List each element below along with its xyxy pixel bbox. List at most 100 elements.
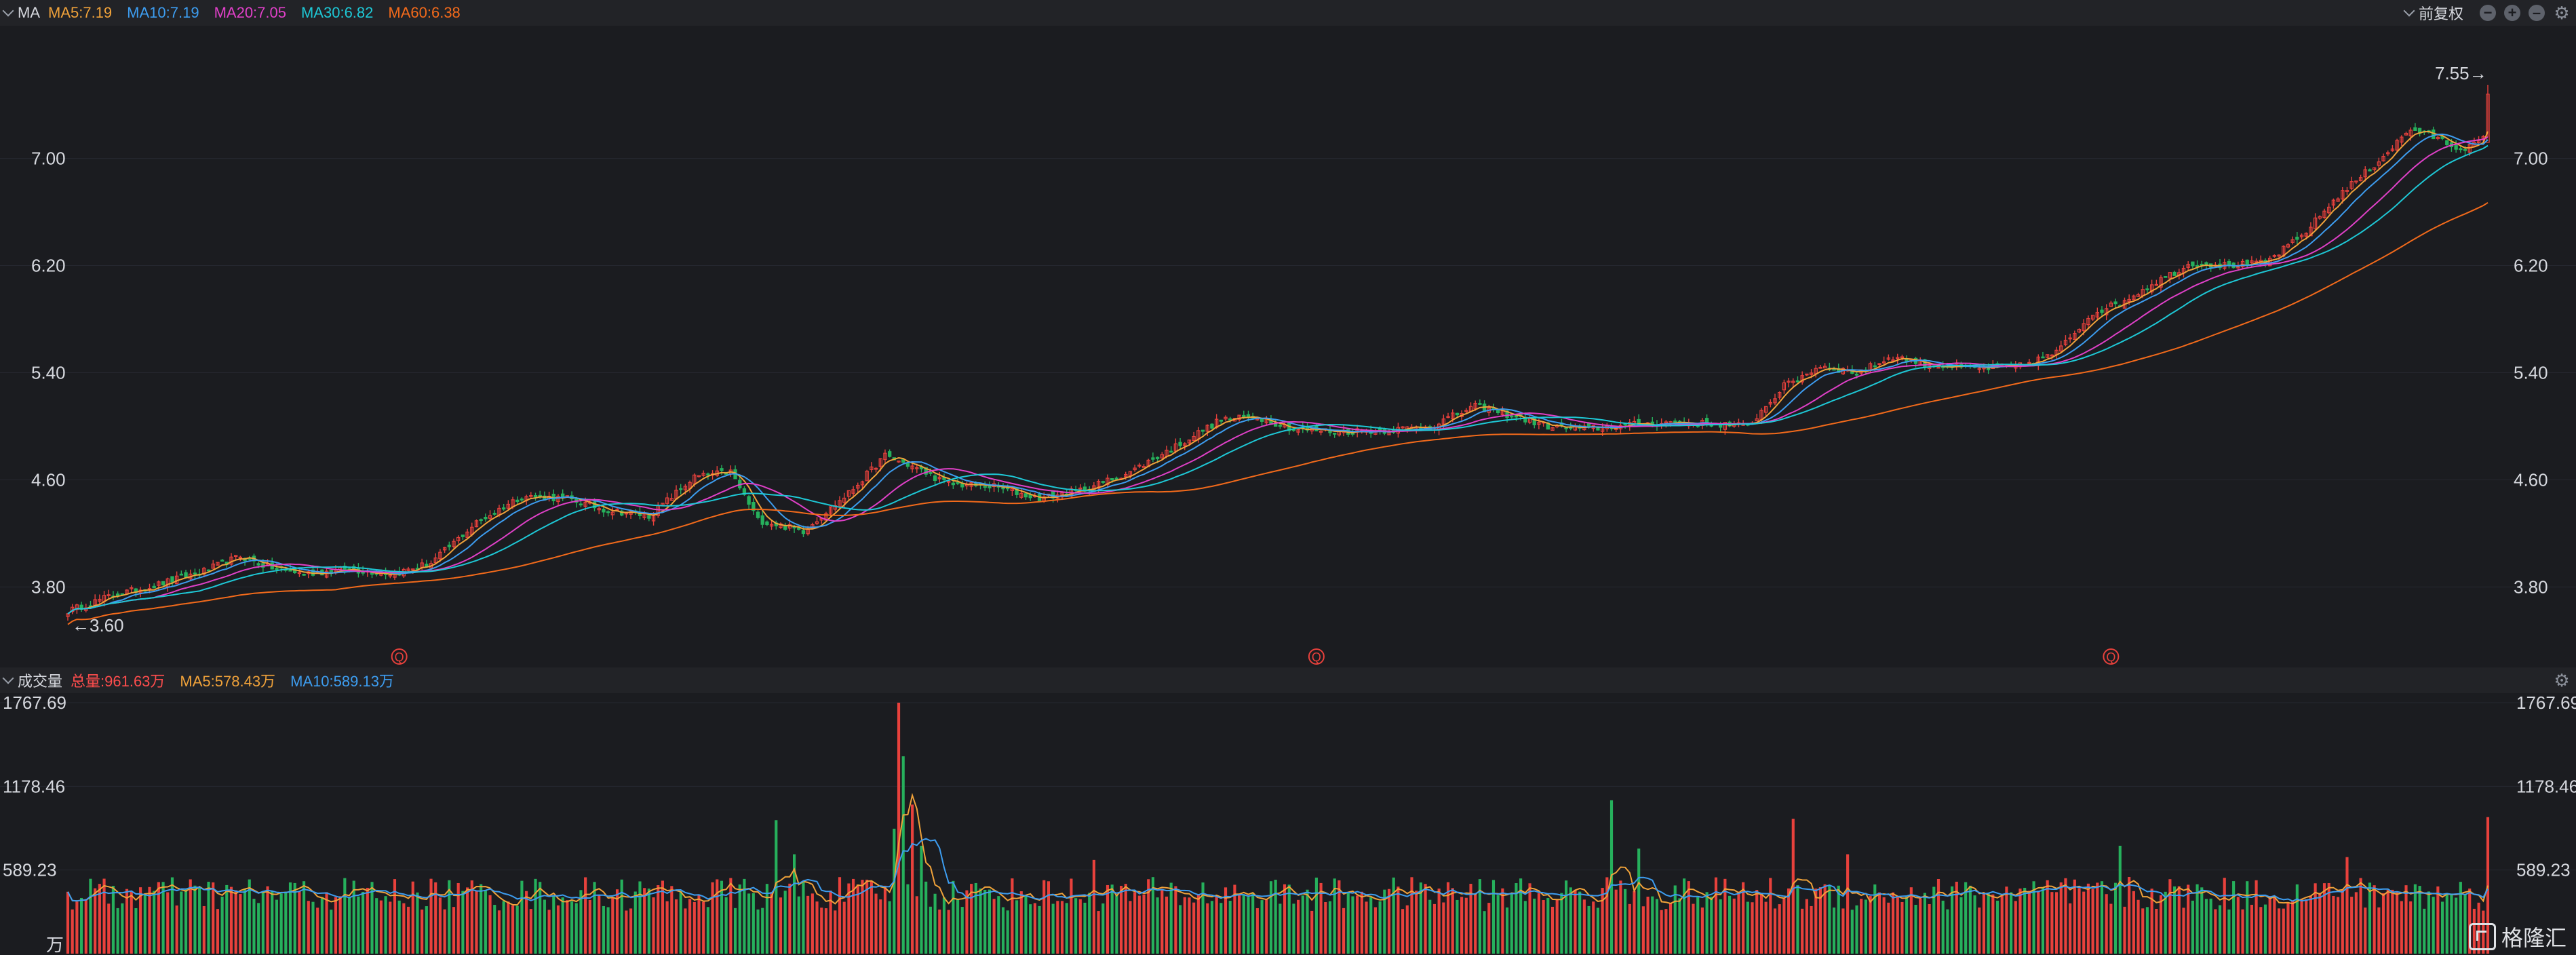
volume-bar <box>515 905 519 954</box>
volume-bar <box>897 703 901 954</box>
minus-circle-icon[interactable]: − <box>2480 5 2496 21</box>
plus-circle-icon[interactable]: + <box>2504 5 2520 21</box>
volume-bar <box>2010 892 2013 954</box>
candle-body <box>665 497 669 504</box>
candle-body <box>856 484 860 489</box>
volume-bar <box>2354 892 2358 954</box>
volume-bar <box>2027 891 2031 954</box>
candle-body <box>2027 362 2031 364</box>
volume-bar <box>1755 890 1759 954</box>
candle-body <box>1451 412 1455 420</box>
volume-bar <box>456 882 460 954</box>
price-chart[interactable]: 7.00 7.00 6.20 6.20 5.40 5.40 4.60 4.60 3.80 3.80… <box>0 26 2576 667</box>
volume-bar <box>643 888 646 954</box>
volume-bar <box>1015 900 1019 954</box>
volume-bar <box>2282 908 2285 954</box>
volume-bar <box>438 897 442 954</box>
candle-body <box>769 524 774 527</box>
candle-body <box>2236 266 2240 269</box>
candle-body <box>1441 418 1446 425</box>
volume-bar <box>347 897 351 954</box>
volume-bar <box>733 908 737 954</box>
candle-body <box>506 503 511 509</box>
volume-bar <box>1959 897 1963 954</box>
candle-body <box>1124 473 1128 478</box>
candle-body <box>1755 418 1759 422</box>
volume-bar <box>1019 891 1023 954</box>
adjust-mode-select[interactable]: 前复权 <box>2403 2 2463 24</box>
gear-icon[interactable]: ⚙ <box>2554 3 2570 23</box>
volume-bar <box>1129 901 1132 954</box>
candle-body <box>579 503 583 506</box>
max-price-label: 7.55→ <box>2435 63 2487 83</box>
volume-bar <box>102 878 106 954</box>
volume-bar <box>1206 903 1209 954</box>
candle-body <box>2191 261 2195 267</box>
volume-bar <box>325 892 328 954</box>
volume-bar <box>2077 888 2081 954</box>
candle-body <box>2254 260 2259 263</box>
volume-bar <box>756 909 760 954</box>
volume-bar <box>1324 902 1327 954</box>
volume-bar <box>1224 887 1228 954</box>
candle-body <box>211 563 215 569</box>
volume-bar <box>1133 892 1137 954</box>
volume-bar <box>1601 888 1604 954</box>
volume-bar <box>1887 902 1890 954</box>
volume-bar <box>2200 887 2204 954</box>
candle-body <box>2327 206 2331 214</box>
volume-bar <box>266 886 269 954</box>
volume-bar <box>602 905 605 954</box>
volume-bar <box>893 828 896 954</box>
gear-icon[interactable]: ⚙ <box>2554 670 2570 690</box>
volume-bar <box>2150 889 2153 954</box>
candle-body <box>2050 354 2054 357</box>
candle-body <box>2341 190 2345 199</box>
volume-bar <box>2409 901 2413 954</box>
volume-bar <box>175 905 178 954</box>
volume-bar <box>1923 893 1926 954</box>
candle-body <box>2486 94 2490 143</box>
volume-bar <box>402 903 406 954</box>
volume-bar <box>647 889 650 954</box>
volume-bar <box>2423 908 2426 954</box>
volume-bar <box>1428 899 1432 954</box>
volume-bar <box>924 881 928 954</box>
volume-bar <box>1310 910 1314 954</box>
candle-body <box>1900 356 1905 359</box>
candle-body <box>1778 391 1782 398</box>
volume-bar <box>2273 897 2276 954</box>
candle-body <box>256 563 260 566</box>
candle-body <box>1809 372 1814 375</box>
candle-body <box>2204 262 2208 265</box>
volume-bar <box>370 882 374 954</box>
volume-bar <box>75 901 79 954</box>
dash-circle-icon[interactable]: – <box>2529 5 2545 21</box>
volume-bar <box>1210 901 1214 954</box>
logo-text: 格隆汇 <box>2501 926 2567 950</box>
volume-bar <box>1619 880 1622 954</box>
volume-bar <box>2259 907 2263 954</box>
candle-body <box>1881 361 1886 364</box>
volume-indicator-toggle[interactable]: 成交量 <box>2 669 62 691</box>
ma-indicator-toggle[interactable]: MA <box>2 4 40 22</box>
volume-bar <box>901 756 905 954</box>
volume-chart[interactable]: 1767.69 1767.69 1178.46 1178.46 589.23 589.23… <box>0 693 2576 955</box>
volume-bar <box>1596 908 1600 954</box>
candle-body <box>760 515 764 525</box>
candle-body <box>2086 317 2090 326</box>
candle-body <box>1854 373 1859 376</box>
volume-bar <box>2204 899 2208 954</box>
volume-ma5-legend: MA5:578.43万 <box>180 673 276 690</box>
volume-bar <box>1914 905 1917 954</box>
volume-bar <box>338 896 342 954</box>
volume-bar <box>1664 909 1668 954</box>
volume-bar <box>193 885 197 954</box>
volume-bar <box>411 881 414 954</box>
volume-bar <box>2477 902 2480 954</box>
ma20-legend: MA20:7.05 <box>214 4 286 21</box>
candle-body <box>1496 410 1500 414</box>
volume-bar <box>2182 908 2185 954</box>
volume-bar <box>1174 886 1177 954</box>
volume-bar <box>2381 893 2385 954</box>
